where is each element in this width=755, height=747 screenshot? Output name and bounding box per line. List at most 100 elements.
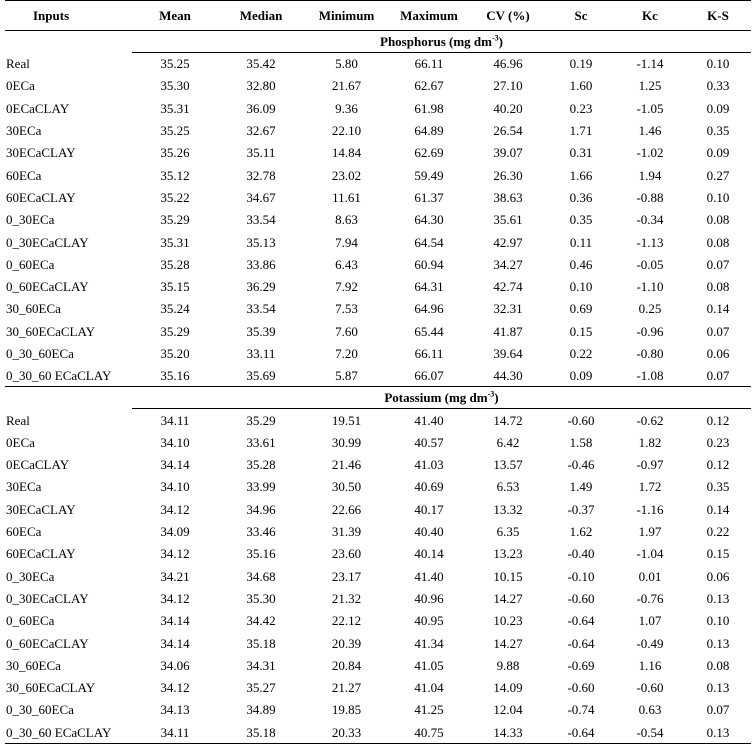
cell-sc: 0.09 <box>569 368 593 384</box>
cell-kc: -0.96 <box>636 323 664 339</box>
cell-kc: 1.94 <box>638 167 662 183</box>
cell-kc: -0.34 <box>636 212 664 228</box>
cell-maximum: 59.49 <box>414 167 444 183</box>
row-label: 30_60ECa <box>6 657 61 673</box>
cell-kc: 0.01 <box>638 568 662 584</box>
cell-mean: 35.29 <box>160 212 190 228</box>
cell-cv: 14.27 <box>493 590 523 606</box>
cell-cv: 32.31 <box>493 301 523 317</box>
cell-sc: -0.46 <box>567 457 595 473</box>
cell-mean: 34.21 <box>160 568 190 584</box>
cell-maximum: 41.04 <box>414 680 444 696</box>
cell-cv: 14.33 <box>469 721 547 744</box>
cell-cv: 13.23 <box>493 546 523 562</box>
cell-sc: 0.36 <box>569 189 593 205</box>
cell-cv: 14.09 <box>493 680 523 696</box>
table-row: 0_30ECa 35.29 33.54 8.63 64.30 35.61 0.35 -0.34… <box>5 209 751 231</box>
cell-cv: 10.23 <box>493 613 523 629</box>
cell-ks: 0.35 <box>706 123 730 139</box>
cell-ks: 0.10 <box>706 189 730 205</box>
cell-minimum: 7.94 <box>335 234 358 250</box>
section-header-row: Phosphorus (mg dm-3) <box>5 30 751 53</box>
table-row: 0_60ECa 34.14 34.42 22.12 40.95 10.23 -0.64 1.0… <box>5 610 751 632</box>
cell-mean: 34.13 <box>160 702 190 718</box>
cell-ks: 0.07 <box>706 256 730 272</box>
row-label: 30_60ECaCLAY <box>6 680 96 696</box>
cell-kc: -0.80 <box>636 346 664 361</box>
cell-cv: 38.63 <box>493 189 523 205</box>
cell-ks: 0.22 <box>706 524 730 540</box>
row-label: 30_60ECa <box>6 301 61 317</box>
cell-cv: 14.72 <box>493 412 523 428</box>
cell-mean: 34.14 <box>160 457 190 473</box>
cell-minimum: 21.32 <box>331 590 362 606</box>
cell-ks: 0.33 <box>706 78 730 94</box>
cell-kc: -1.13 <box>636 234 664 250</box>
cell-sc: -0.37 <box>567 501 595 517</box>
cell-sc: -0.74 <box>567 702 595 718</box>
cell-median: 35.11 <box>246 145 276 161</box>
cell-ks: 0.10 <box>706 56 730 72</box>
table-row: 0_30_60ECa 34.13 34.89 19.85 41.25 12.04 -0.74… <box>5 699 751 721</box>
cell-maximum: 62.69 <box>414 145 444 161</box>
row-label: Real <box>6 56 30 72</box>
cell-ks: 0.08 <box>706 657 730 673</box>
cell-median: 34.42 <box>246 613 276 629</box>
column-header-sc: Sc <box>547 0 615 31</box>
cell-maximum: 41.03 <box>414 457 444 473</box>
cell-mean: 34.12 <box>160 590 190 606</box>
cell-minimum: 31.39 <box>331 524 362 540</box>
cell-maximum: 64.31 <box>414 279 444 295</box>
row-label: 0ECa <box>6 434 35 450</box>
table-row: Real 35.25 35.42 5.80 66.11 46.96 0.19 -1.14 0.1… <box>5 53 751 75</box>
cell-kc: -0.05 <box>636 256 664 272</box>
cell-median: 33.99 <box>246 479 276 495</box>
cell-median: 35.18 <box>246 635 276 651</box>
cell-maximum: 41.25 <box>414 702 444 718</box>
cell-minimum: 9.36 <box>335 100 358 116</box>
cell-ks: 0.08 <box>706 279 730 295</box>
cell-maximum: 40.69 <box>414 479 444 495</box>
cell-kc: -1.10 <box>636 279 664 295</box>
cell-minimum: 30.50 <box>331 479 362 495</box>
cell-mean: 35.28 <box>160 256 190 272</box>
section-title-exponent: -3 <box>487 390 495 400</box>
cell-median: 34.67 <box>246 189 276 205</box>
row-label: 30ECaCLAY <box>6 145 76 161</box>
table-row: 0_30ECaCLAY 34.12 35.30 21.32 40.96 14.27 -0.6… <box>5 587 751 609</box>
cell-kc: 0.25 <box>638 301 662 317</box>
cell-ks: 0.13 <box>706 680 730 696</box>
row-label: 0_30_60 ECaCLAY <box>6 368 112 384</box>
row-label: 0ECaCLAY <box>6 100 70 116</box>
cell-cv: 42.97 <box>493 234 523 250</box>
cell-median: 35.30 <box>246 590 276 606</box>
cell-kc: -1.14 <box>636 56 664 72</box>
cell-minimum: 23.02 <box>331 167 362 183</box>
cell-cv: 13.32 <box>493 501 523 517</box>
cell-median: 35.29 <box>246 412 276 428</box>
cell-sc: -0.64 <box>567 635 595 651</box>
cell-cv: 27.10 <box>493 78 523 94</box>
cell-mean: 34.11 <box>132 721 218 744</box>
cell-median: 35.18 <box>218 721 304 744</box>
section-title: Potassium (mg dm-3) <box>132 386 751 410</box>
row-label: 30ECaCLAY <box>6 501 76 517</box>
row-label: 0_30ECa <box>6 212 55 228</box>
row-label: 0_30ECaCLAY <box>6 234 89 250</box>
table-row: 0_30_60 ECaCLAY 34.11 35.18 20.33 40.75 14.33… <box>5 721 751 744</box>
cell-sc: -0.10 <box>567 568 595 584</box>
row-label: 0_60ECaCLAY <box>6 635 89 651</box>
cell-mean: 34.12 <box>160 680 190 696</box>
cell-kc: -1.08 <box>636 368 664 384</box>
cell-maximum: 65.44 <box>414 323 444 339</box>
cell-median: 33.11 <box>246 346 276 361</box>
cell-sc: -0.60 <box>567 412 595 428</box>
cell-ks: 0.13 <box>706 590 730 606</box>
cell-kc: -0.54 <box>615 721 685 744</box>
cell-sc: 1.66 <box>569 167 593 183</box>
cell-median: 34.96 <box>246 501 276 517</box>
cell-median: 32.80 <box>246 78 276 94</box>
cell-mean: 35.29 <box>160 323 190 339</box>
cell-mean: 34.06 <box>160 657 190 673</box>
cell-minimum: 21.27 <box>331 680 362 696</box>
